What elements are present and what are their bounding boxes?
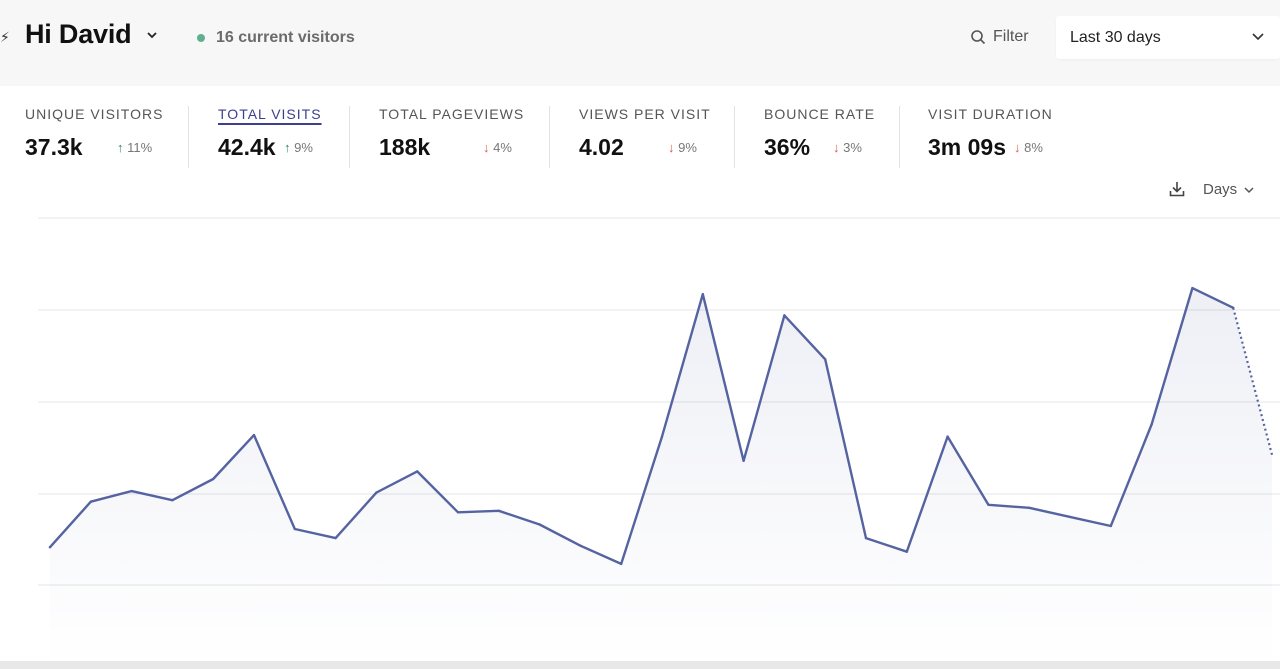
- download-icon[interactable]: [1168, 180, 1186, 198]
- chart-point: [742, 459, 745, 463]
- filter-button[interactable]: Filter: [970, 28, 1029, 46]
- stat-total-pageviews[interactable]: TOTAL PAGEVIEWS 188k ↓ 4%: [379, 106, 529, 168]
- chart-point: [1028, 506, 1031, 509]
- chart-point: [48, 545, 52, 549]
- interval-dropdown[interactable]: Days: [1203, 181, 1254, 198]
- chart-point: [1150, 423, 1153, 426]
- chart-point: [1068, 515, 1072, 519]
- stat-change-value: 3%: [843, 140, 862, 155]
- chart-point: [783, 314, 786, 317]
- stat-unique-visitors[interactable]: UNIQUE VISITORS 37.3k ↑ 11%: [25, 106, 165, 168]
- divider: [734, 106, 735, 168]
- site-switcher[interactable]: Hi David: [25, 19, 158, 50]
- stat-change-value: 9%: [678, 140, 697, 155]
- stat-label: TOTAL PAGEVIEWS: [379, 106, 525, 122]
- greeting: Hi David: [25, 19, 132, 49]
- stat-value: 42.4k: [218, 134, 276, 160]
- stat-change: ↓ 9%: [668, 140, 697, 155]
- bolt-icon: ⚡︎: [0, 29, 10, 45]
- chart-point: [1232, 306, 1235, 310]
- stat-bounce-rate[interactable]: BOUNCE RATE 36% ↓ 3%: [764, 106, 879, 168]
- chart-point: [456, 511, 460, 514]
- arrow-down-icon: ↓: [1014, 140, 1021, 155]
- current-visitors[interactable]: 16 current visitors: [197, 29, 355, 47]
- chart-point: [252, 433, 256, 437]
- chart-point: [334, 536, 337, 540]
- stat-value: 3m 09s: [928, 134, 1007, 160]
- stat-label: VISIT DURATION: [928, 106, 1053, 122]
- arrow-up-icon: ↑: [284, 140, 291, 155]
- stat-visit-duration[interactable]: VISIT DURATION 3m 09s ↓ 8%: [928, 106, 1068, 168]
- stat-change: ↑ 9%: [284, 140, 313, 155]
- chart-point: [905, 550, 908, 553]
- chart-point: [130, 489, 133, 493]
- chart-point: [538, 523, 541, 526]
- stat-change-value: 9%: [294, 140, 313, 155]
- period-label: Last 30 days: [1070, 28, 1161, 46]
- stat-label: VIEWS PER VISIT: [579, 106, 711, 122]
- visits-line-chart[interactable]: [0, 208, 1280, 663]
- interval-label: Days: [1203, 181, 1238, 198]
- stat-label: BOUNCE RATE: [764, 106, 876, 122]
- stat-value: 36%: [764, 134, 811, 160]
- arrow-down-icon: ↓: [668, 140, 675, 155]
- divider: [549, 106, 550, 168]
- chart-points: [48, 286, 1235, 566]
- chart-point: [620, 562, 623, 566]
- stat-label: TOTAL VISITS: [218, 106, 322, 122]
- chart-point: [660, 435, 664, 438]
- divider: [349, 106, 350, 168]
- stat-views-per-visit[interactable]: VIEWS PER VISIT 4.02 ↓ 9%: [579, 106, 714, 168]
- chart-point: [1109, 524, 1113, 528]
- chart-point: [987, 503, 990, 506]
- stat-change: ↓ 8%: [1014, 140, 1043, 155]
- stat-total-visits[interactable]: TOTAL VISITS 42.4k ↑ 9%: [218, 106, 333, 168]
- chart-point: [946, 435, 949, 438]
- chart-point: [701, 292, 704, 296]
- current-visitors-label: 16 current visitors: [216, 29, 355, 46]
- chart-point: [579, 544, 582, 547]
- divider: [899, 106, 900, 168]
- chart-point: [293, 527, 296, 531]
- stat-change: ↑ 11%: [117, 140, 152, 155]
- chart-point: [864, 536, 868, 540]
- period-dropdown[interactable]: Last 30 days: [1056, 16, 1280, 59]
- chevron-down-icon: [147, 31, 158, 38]
- chart-tools: Days: [1140, 178, 1280, 208]
- stat-label: UNIQUE VISITORS: [25, 106, 164, 122]
- chart-point: [416, 470, 419, 473]
- arrow-down-icon: ↓: [483, 140, 490, 155]
- chevron-down-icon: [1252, 33, 1264, 41]
- stats-row: UNIQUE VISITORS 37.3k ↑ 11% TOTAL VISITS…: [0, 86, 1280, 186]
- stat-change-value: 4%: [493, 140, 512, 155]
- arrow-down-icon: ↓: [833, 140, 840, 155]
- top-bar: ⚡︎ Hi David 16 current visitors Filter L…: [0, 0, 1280, 86]
- chart-incomplete-line: [1232, 307, 1274, 456]
- bottom-shade: [0, 661, 1280, 669]
- stat-change-value: 8%: [1024, 140, 1043, 155]
- chart-point: [497, 509, 500, 513]
- stats-panel: UNIQUE VISITORS 37.3k ↑ 11% TOTAL VISITS…: [0, 86, 1280, 669]
- stat-change: ↓ 4%: [483, 140, 512, 155]
- chevron-down-icon: [1244, 186, 1254, 193]
- live-dot-icon: [197, 34, 205, 42]
- chart-point: [171, 499, 174, 502]
- search-icon: [971, 30, 986, 45]
- chart-point: [375, 491, 378, 494]
- arrow-up-icon: ↑: [117, 140, 124, 155]
- stat-value: 37.3k: [25, 134, 83, 160]
- stat-change-value: 11%: [127, 140, 153, 155]
- chart-point: [89, 500, 93, 503]
- chart-series-line: [48, 286, 1235, 566]
- stat-change: ↓ 3%: [833, 140, 862, 155]
- chart-point: [824, 358, 827, 361]
- stat-value: 4.02: [579, 134, 624, 160]
- chart-area-fill: [50, 288, 1272, 663]
- divider: [188, 106, 189, 168]
- filter-label: Filter: [993, 28, 1029, 45]
- stat-value: 188k: [379, 134, 431, 160]
- chart-point: [212, 477, 215, 481]
- chart-point: [1191, 286, 1194, 290]
